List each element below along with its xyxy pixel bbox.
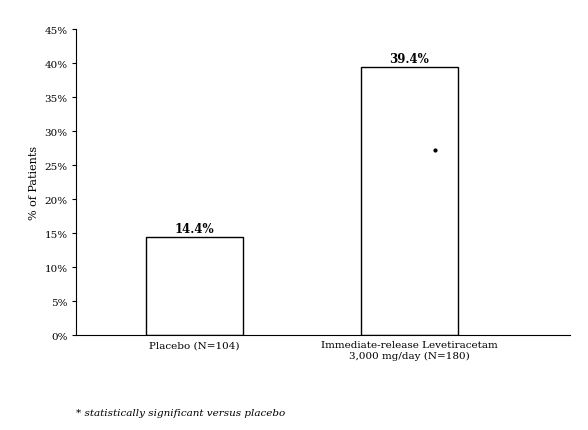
Text: 14.4%: 14.4% bbox=[175, 222, 215, 235]
Bar bbox=[146, 238, 243, 335]
Bar bbox=[361, 68, 457, 335]
Text: * statistically significant versus placebo: * statistically significant versus place… bbox=[76, 408, 286, 417]
Y-axis label: % of Patients: % of Patients bbox=[29, 146, 39, 220]
Text: 39.4%: 39.4% bbox=[389, 52, 429, 65]
